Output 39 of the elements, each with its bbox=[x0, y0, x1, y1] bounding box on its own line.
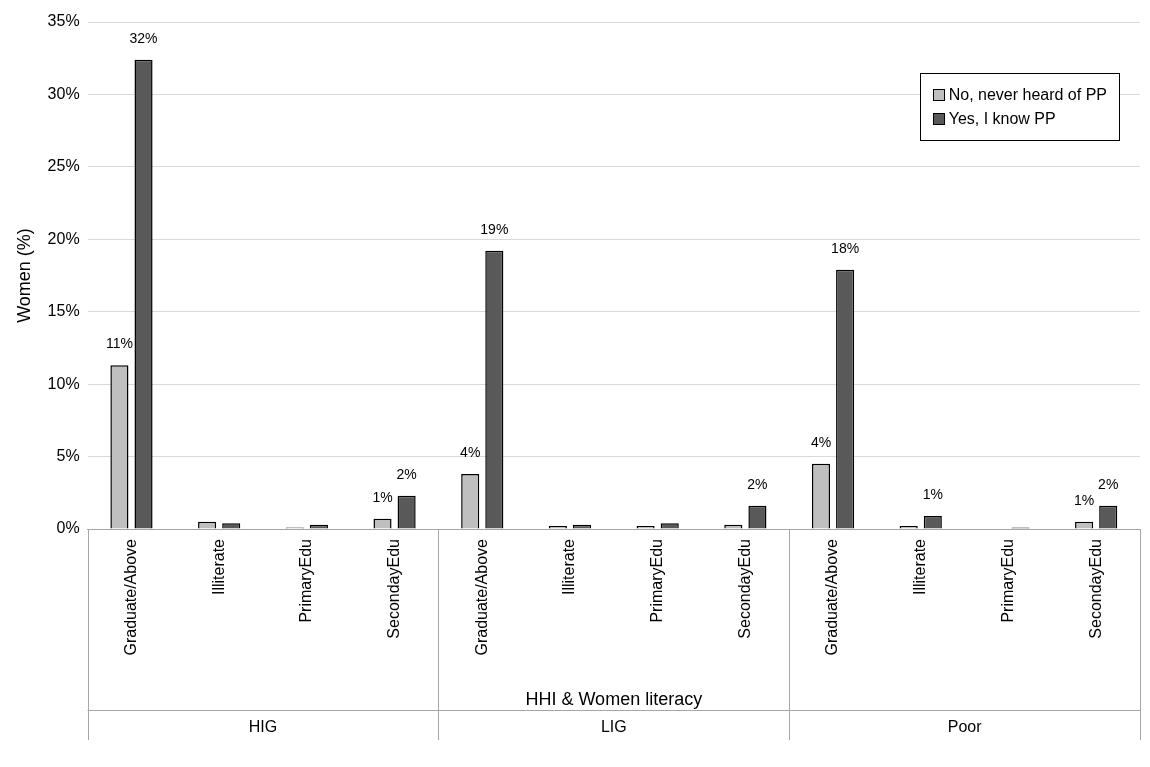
x-tick-label: SecondayEdu bbox=[1086, 539, 1104, 639]
data-label: 2% bbox=[1098, 475, 1119, 492]
x-tick-label: Illiterate bbox=[209, 538, 227, 596]
y-axis-title: Women (%) bbox=[13, 228, 34, 323]
y-tick-label: 30% bbox=[47, 84, 80, 102]
x-tick-label: Illiterate bbox=[560, 538, 578, 596]
data-label: 4% bbox=[460, 443, 481, 460]
x-tick-label: Graduate/Above bbox=[472, 538, 490, 656]
x-tick-label: Graduate/Above bbox=[121, 538, 139, 656]
x-axis-title: HHI & Women literacy bbox=[525, 688, 703, 709]
text: Poor bbox=[947, 718, 983, 736]
legend-label: Yes, I know PP bbox=[948, 110, 1056, 128]
y-tick-label: 20% bbox=[47, 229, 80, 247]
y-tick-label: 25% bbox=[47, 157, 80, 175]
text: LIG bbox=[600, 718, 627, 736]
y-tick-label: 10% bbox=[47, 374, 80, 392]
y-tick-label: 35% bbox=[47, 12, 80, 30]
data-label: 1% bbox=[922, 485, 943, 502]
data-label: 2% bbox=[747, 475, 768, 492]
data-label: 19% bbox=[480, 220, 509, 237]
data-label: 4% bbox=[810, 433, 832, 450]
text: HIG bbox=[248, 718, 278, 736]
y-tick-label: 15% bbox=[47, 302, 80, 320]
legend-label: No, never heard of PP bbox=[948, 86, 1107, 104]
y-tick-label: 0% bbox=[56, 519, 80, 537]
x-tick-label: PrimaryEdu bbox=[998, 539, 1016, 623]
data-label: 18% bbox=[831, 239, 860, 256]
x-tick-label: Illiterate bbox=[911, 538, 929, 596]
x-tick-label: Graduate/Above bbox=[823, 538, 841, 656]
data-label: 32% bbox=[129, 29, 158, 46]
data-label: 11% bbox=[105, 335, 133, 352]
y-tick-label: 5% bbox=[56, 446, 80, 464]
data-label: 1% bbox=[1073, 491, 1095, 508]
x-tick-label: PrimaryEdu bbox=[648, 539, 666, 623]
x-tick-label: PrimaryEdu bbox=[297, 539, 315, 623]
x-tick-label: SecondayEdu bbox=[384, 539, 402, 639]
data-label: 1% bbox=[372, 488, 393, 505]
x-tick-label: SecondayEdu bbox=[735, 539, 753, 639]
data-label: 2% bbox=[396, 465, 417, 482]
